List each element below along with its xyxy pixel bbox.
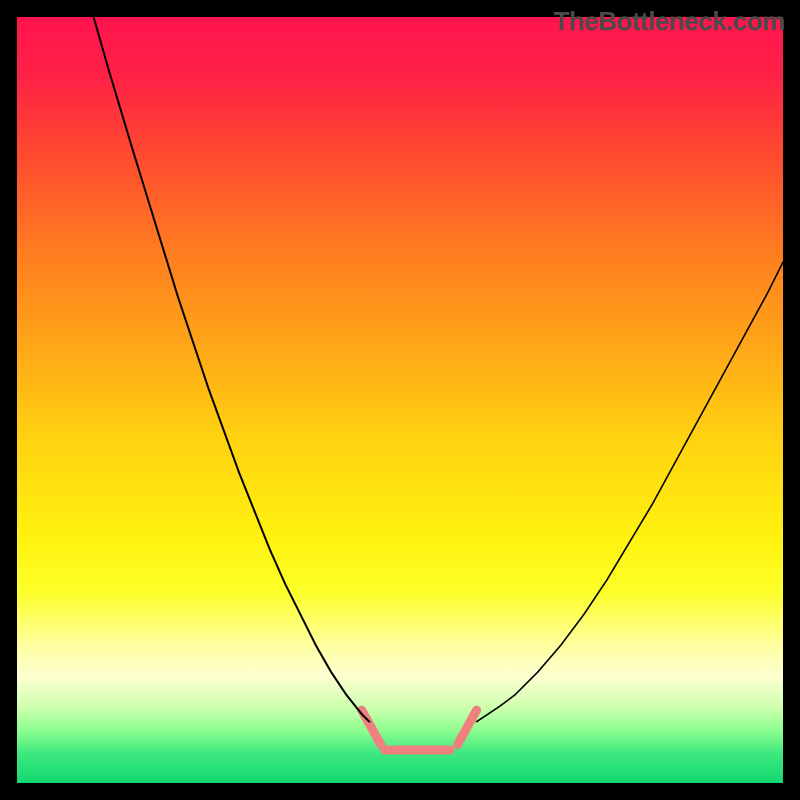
plot-area — [17, 17, 783, 783]
watermark-text: TheBottleneck.com — [554, 6, 785, 37]
gradient-bg — [17, 17, 783, 783]
chart-root: TheBottleneck.com — [0, 0, 800, 800]
plot-svg — [17, 17, 783, 783]
